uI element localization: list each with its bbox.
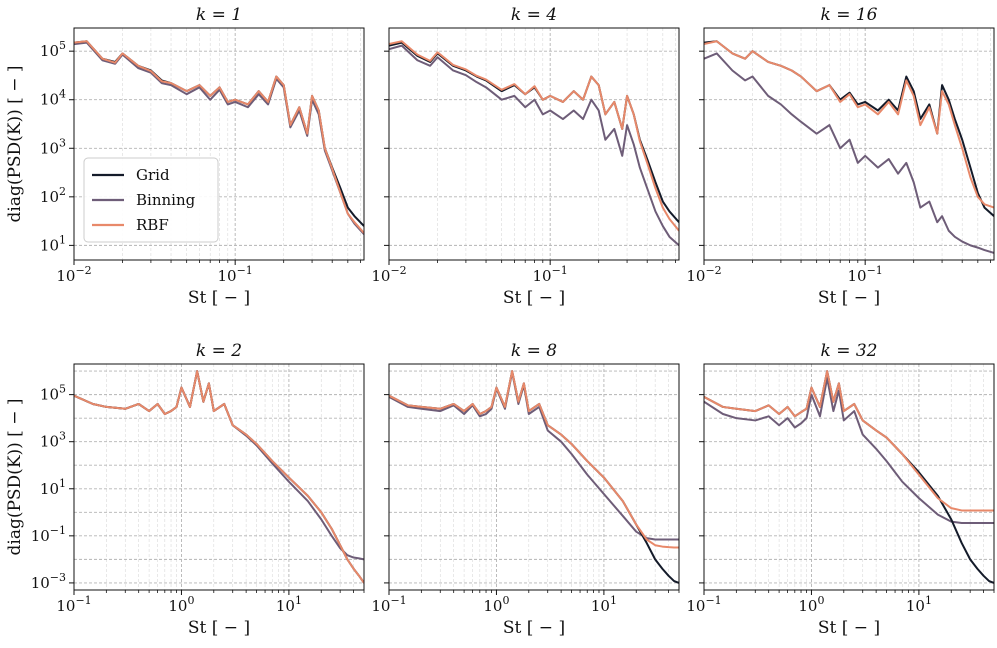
x-axis-label: St [ − ] <box>188 288 250 308</box>
panel-title: k = 2 <box>196 341 242 361</box>
series-grid-line <box>389 370 679 584</box>
series-rbf-line <box>704 40 994 209</box>
series-grid-line <box>389 41 679 223</box>
x-tick-label: 10−1 <box>218 264 253 285</box>
x-tick-label: 10−2 <box>371 264 406 285</box>
y-tick-label: 101 <box>40 233 66 254</box>
panel-k-32: 10−1 100 101 k = 32 St [ − ] <box>686 341 995 638</box>
x-tick-label: 101 <box>591 594 617 615</box>
panel-k-1: 10−2 10−1 101 102 103 104 105 k = 1 St [ − ] diag… <box>5 5 365 308</box>
plot-frame <box>703 27 995 261</box>
y-tick-label: 101 <box>40 477 66 498</box>
series-grid-line <box>704 370 994 584</box>
x-tick-label: 101 <box>276 594 302 615</box>
y-axis-label: diag(PSD(K)) [ − ] <box>5 65 25 222</box>
y-tick-label: 105 <box>40 383 66 404</box>
x-tick-label: 100 <box>798 594 824 615</box>
y-tick-label: 102 <box>40 185 66 206</box>
series-rbf-line <box>74 40 364 234</box>
panel-title: k = 16 <box>821 5 878 25</box>
x-tick-label: 10−1 <box>371 594 406 615</box>
x-tick-label: 100 <box>483 594 509 615</box>
y-tick-label: 105 <box>40 39 66 60</box>
series-binning-line <box>704 52 994 254</box>
legend-label-binning: Binning <box>136 191 196 209</box>
series-binning-line <box>704 377 994 525</box>
series-rbf-line <box>389 40 679 232</box>
plot-frame <box>388 27 680 261</box>
series-grid-line <box>74 370 364 584</box>
y-tick-label: 103 <box>40 430 66 451</box>
y-tick-label: 10−1 <box>31 524 66 545</box>
x-tick-label: 10−1 <box>56 594 91 615</box>
panel-title: k = 32 <box>821 341 878 361</box>
panel-k-8: 10−1 100 101 k = 8 St [ − ] <box>371 341 680 638</box>
legend: Grid Binning RBF <box>83 157 219 243</box>
x-tick-label: 10−2 <box>686 264 721 285</box>
y-tick-label: 103 <box>40 136 66 157</box>
y-tick-label: 104 <box>40 88 66 109</box>
x-axis-label: St [ − ] <box>818 618 880 638</box>
series-rbf-line <box>389 370 679 549</box>
panel-title: k = 1 <box>196 5 242 25</box>
x-axis-label: St [ − ] <box>503 618 565 638</box>
x-tick-label: 10−1 <box>848 264 883 285</box>
plot-frame <box>388 363 680 591</box>
legend-label-rbf: RBF <box>136 216 169 234</box>
grid <box>703 28 994 260</box>
y-tick-label: 10−3 <box>31 571 66 592</box>
x-tick-label: 10−2 <box>56 264 91 285</box>
panel-k-4: 10−2 10−1 k = 4 St [ − ] <box>371 5 680 308</box>
plot-frame <box>703 363 995 591</box>
panel-title: k = 4 <box>511 5 557 25</box>
x-tick-label: 101 <box>906 594 932 615</box>
x-axis-label: St [ − ] <box>818 288 880 308</box>
plot-frame <box>73 363 365 591</box>
panel-k-16: 10−2 10−1 k = 16 St [ − ] <box>686 5 995 308</box>
x-tick-label: 10−1 <box>533 264 568 285</box>
series-rbf-line <box>704 370 994 512</box>
grid <box>73 28 364 260</box>
y-axis-label: diag(PSD(K)) [ − ] <box>5 398 25 555</box>
legend-label-grid: Grid <box>136 166 170 184</box>
series-binning-line <box>389 44 679 247</box>
x-axis-label: St [ − ] <box>188 618 250 638</box>
plot-frame <box>73 27 365 261</box>
panel-title: k = 8 <box>511 341 557 361</box>
series-binning-line <box>389 371 679 541</box>
legend-box <box>83 157 219 243</box>
x-tick-label: 100 <box>168 594 194 615</box>
grid <box>703 364 995 590</box>
x-axis-label: St [ − ] <box>503 288 565 308</box>
series-rbf-line <box>74 370 364 584</box>
series-grid-line <box>704 40 994 217</box>
grid <box>73 364 365 590</box>
x-tick-label: 10−1 <box>686 594 721 615</box>
grid <box>388 364 680 590</box>
